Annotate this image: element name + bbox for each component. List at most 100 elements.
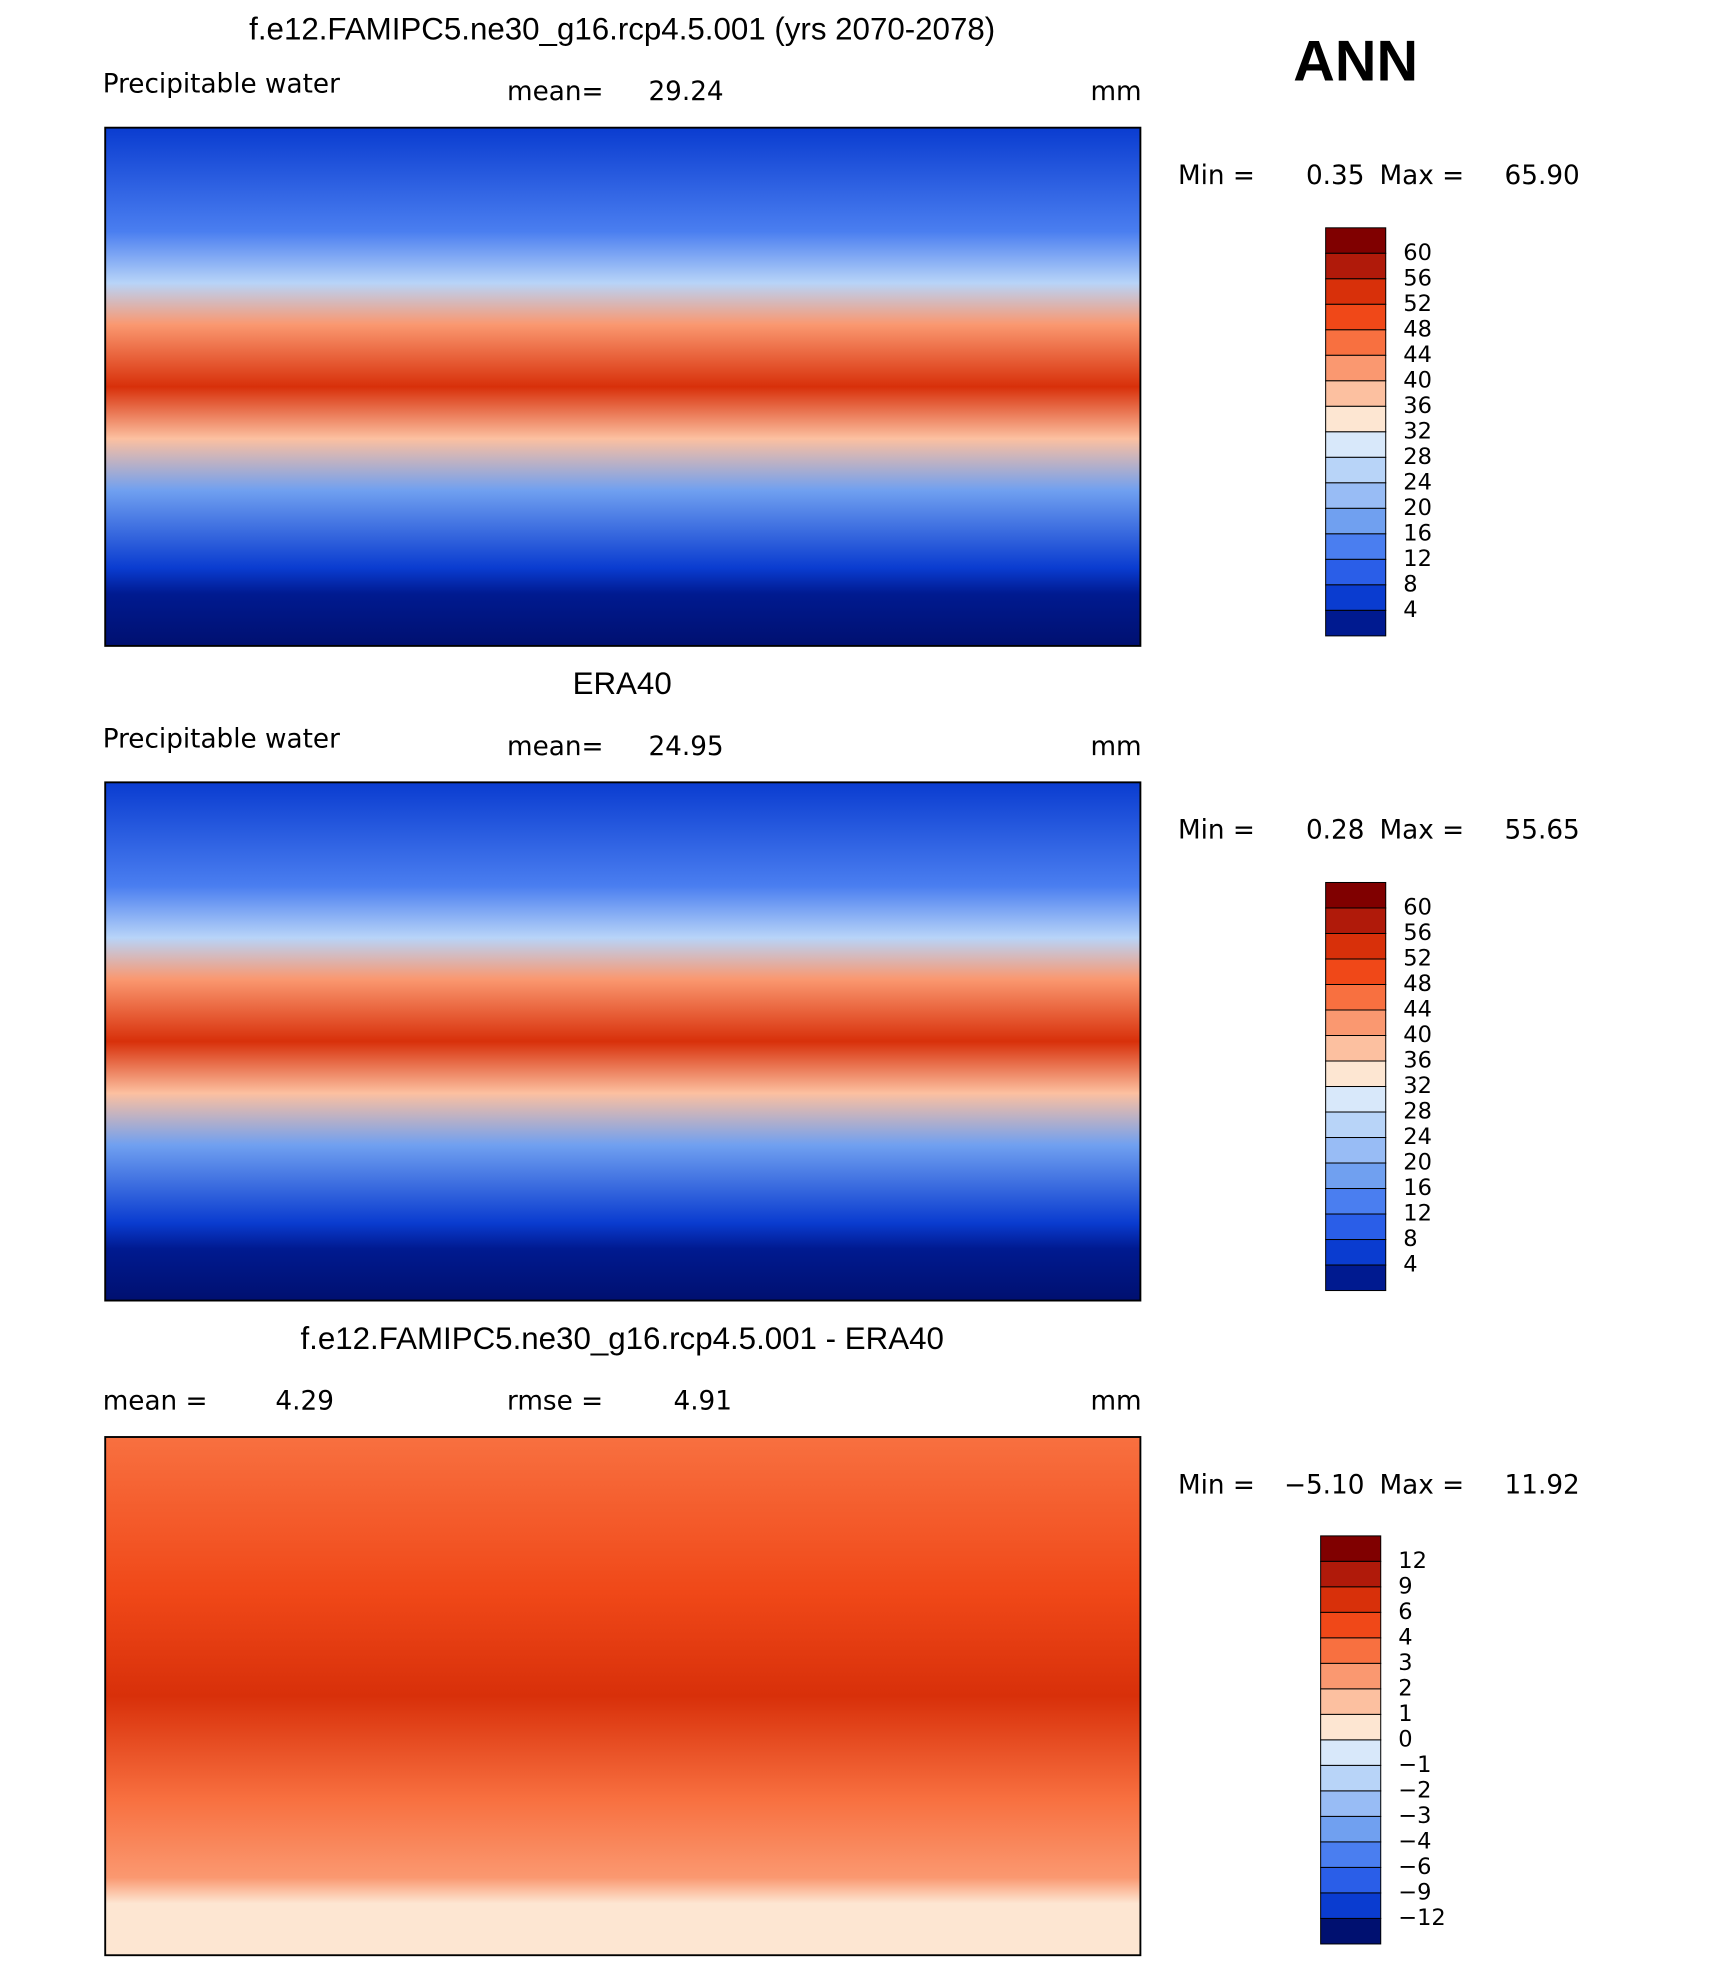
colorbar-box: [1325, 1086, 1387, 1113]
colorbar-label: −9: [1398, 1879, 1431, 1905]
colorbar-box: [1325, 1137, 1387, 1164]
colorbar-box: [1325, 907, 1387, 934]
colorbar-label: −3: [1398, 1803, 1431, 1829]
panel-title: f.e12.FAMIPC5.ne30_g16.rcp4.5.001 - ERA4…: [300, 1321, 943, 1356]
colorbar-box: [1320, 1892, 1382, 1919]
middle-label: rmse =: [507, 1386, 603, 1416]
map: [104, 1436, 1142, 1957]
colorbar-box: [1325, 303, 1387, 331]
units: mm: [1090, 732, 1141, 762]
colorbar-box: [1320, 1790, 1382, 1817]
colorbar-label: 28: [1403, 1099, 1432, 1125]
middle-value: 29.24: [648, 77, 723, 107]
colorbar-box: [1325, 1188, 1387, 1215]
colorbar-box: [1320, 1611, 1382, 1639]
colorbar-label: 12: [1398, 1548, 1427, 1574]
colorbar-label: 32: [1403, 418, 1432, 444]
colorbar-label: 48: [1403, 316, 1432, 342]
colorbar-label: 56: [1403, 920, 1432, 946]
colorbar-box: [1325, 482, 1387, 509]
colorbar-box: [1325, 609, 1387, 637]
colorbar-box: [1320, 1841, 1382, 1868]
left-label: Precipitable water: [103, 724, 340, 754]
min-value: 0.28: [1306, 816, 1364, 846]
min-label: Min =: [1178, 1470, 1255, 1500]
colorbar-box: [1325, 558, 1387, 586]
colorbar-label: 3: [1398, 1650, 1412, 1676]
colorbar-label: 48: [1403, 971, 1432, 997]
colorbar-box: [1325, 431, 1387, 458]
colorbar-box: [1325, 983, 1387, 1011]
colorbar-box: [1320, 1535, 1382, 1562]
colorbar-label: 24: [1403, 469, 1432, 495]
colorbar-label: 20: [1403, 495, 1432, 521]
colorbar-label: 4: [1403, 597, 1417, 623]
left-label: Precipitable water: [103, 70, 340, 100]
min-label: Min =: [1178, 161, 1255, 191]
colorbar-box: [1325, 881, 1387, 909]
colorbar-label: 60: [1403, 240, 1432, 266]
max-value: 65.90: [1505, 161, 1580, 191]
panel-title: f.e12.FAMIPC5.ne30_g16.rcp4.5.001 (yrs 2…: [249, 12, 995, 47]
units: mm: [1090, 77, 1141, 107]
colorbar-box: [1320, 1662, 1382, 1690]
colorbar-box: [1325, 1162, 1387, 1190]
colorbar-label: 0: [1398, 1726, 1412, 1752]
min-value: −5.10: [1284, 1470, 1365, 1500]
colorbar-label: −4: [1398, 1828, 1431, 1854]
colorbar-label: 9: [1398, 1573, 1412, 1599]
colorbar-label: 12: [1403, 546, 1432, 572]
season-label: ANN: [1293, 29, 1418, 93]
colorbar-label: 1: [1398, 1701, 1412, 1727]
colorbar-label: 20: [1403, 1150, 1432, 1176]
colorbar-box: [1320, 1688, 1382, 1715]
colorbar-box: [1320, 1739, 1382, 1766]
colorbar-box: [1320, 1917, 1382, 1945]
colorbar-box: [1320, 1560, 1382, 1588]
map: [104, 781, 1142, 1302]
colorbar-label: 44: [1403, 342, 1432, 368]
colorbar-label: 52: [1403, 291, 1432, 317]
middle-label: mean=: [507, 77, 604, 107]
colorbar-label: 6: [1398, 1599, 1412, 1625]
colorbar-box: [1320, 1764, 1382, 1792]
colorbar-box: [1325, 252, 1387, 280]
colorbar-label: 12: [1403, 1201, 1432, 1227]
colorbar-box: [1325, 405, 1387, 433]
colorbar-box: [1325, 932, 1387, 960]
colorbar-label: −12: [1398, 1905, 1446, 1931]
colorbar-box: [1325, 1111, 1387, 1139]
max-label: Max =: [1379, 816, 1464, 846]
colorbar-box: [1325, 1264, 1387, 1292]
colorbar-box: [1325, 354, 1387, 382]
max-label: Max =: [1379, 161, 1464, 191]
max-label: Max =: [1379, 1470, 1464, 1500]
colorbar-box: [1325, 329, 1387, 356]
left-value: 4.29: [275, 1386, 333, 1416]
colorbar-label: 60: [1403, 894, 1432, 920]
colorbar-label: 52: [1403, 945, 1432, 971]
colorbar-box: [1325, 584, 1387, 611]
colorbar-label: 36: [1403, 1048, 1432, 1074]
colorbar-label: −2: [1398, 1777, 1431, 1803]
min-label: Min =: [1178, 816, 1255, 846]
colorbar-label: 32: [1403, 1073, 1432, 1099]
colorbar-box: [1325, 1213, 1387, 1241]
colorbar-box: [1325, 1060, 1387, 1088]
colorbar-label: 40: [1403, 367, 1432, 393]
colorbar-box: [1325, 533, 1387, 560]
min-value: 0.35: [1306, 161, 1364, 191]
colorbar-label: 8: [1403, 1226, 1417, 1252]
middle-value: 4.91: [673, 1386, 731, 1416]
colorbar-box: [1320, 1866, 1382, 1894]
colorbar-box: [1320, 1637, 1382, 1664]
colorbar-label: 8: [1403, 571, 1417, 597]
colorbar-box: [1320, 1815, 1382, 1843]
colorbar-box: [1325, 380, 1387, 407]
colorbar-label: 4: [1398, 1624, 1412, 1650]
max-value: 55.65: [1505, 816, 1580, 846]
max-value: 11.92: [1505, 1470, 1580, 1500]
colorbar-box: [1325, 507, 1387, 535]
colorbar-box: [1325, 1035, 1387, 1062]
